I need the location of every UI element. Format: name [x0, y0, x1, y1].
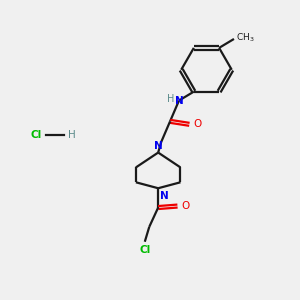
Text: O: O: [193, 119, 201, 129]
Text: CH$_3$: CH$_3$: [236, 31, 255, 44]
Text: Cl: Cl: [30, 130, 41, 140]
Text: N: N: [160, 190, 168, 201]
Text: N: N: [175, 95, 183, 106]
Text: N: N: [154, 141, 163, 151]
Text: H: H: [167, 94, 175, 104]
Text: O: O: [181, 201, 189, 211]
Text: Cl: Cl: [139, 245, 150, 255]
Text: H: H: [68, 130, 76, 140]
